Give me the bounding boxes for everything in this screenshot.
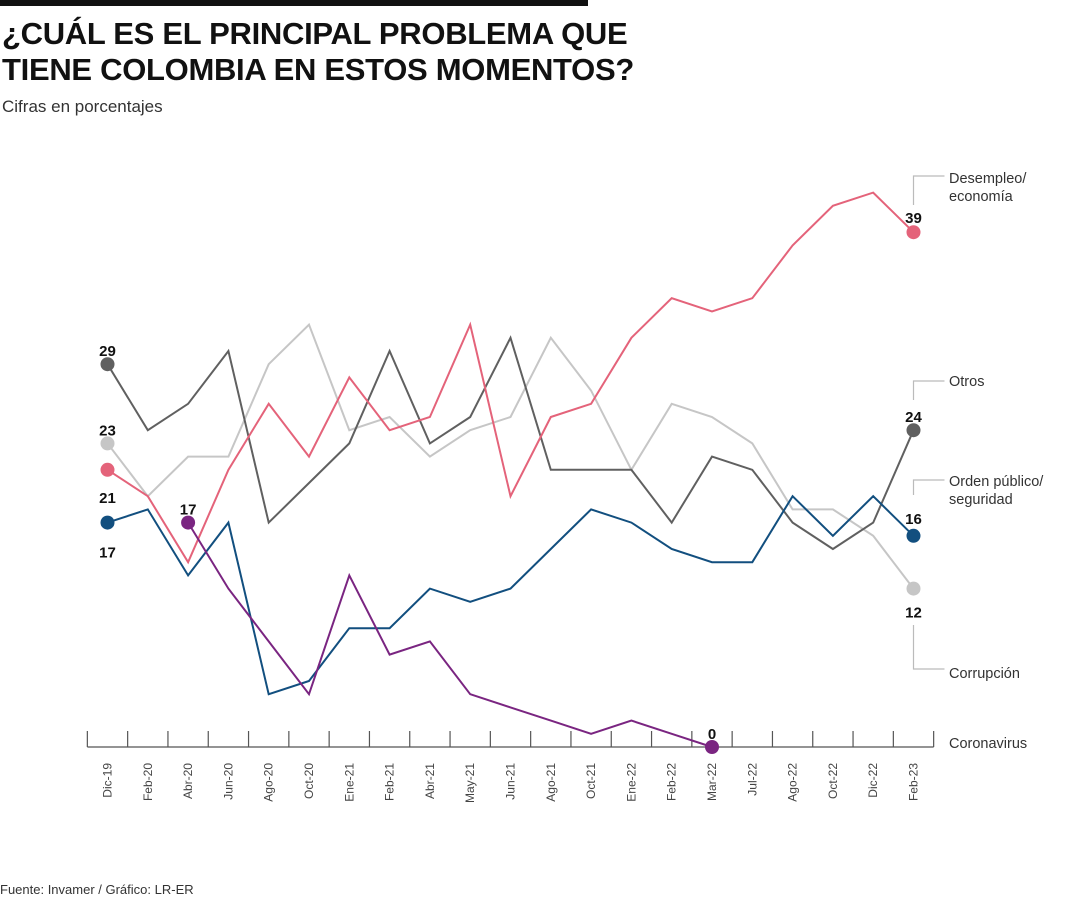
x-tick-label: Oct-22 xyxy=(826,763,840,799)
start-value-label: 23 xyxy=(99,422,116,439)
x-axis: Dic-19 Feb-20 Abr-20 Jun-20 Ago-20 Oct-20 Ene-… xyxy=(86,731,935,803)
endpoint-marker xyxy=(906,423,921,438)
series-line xyxy=(106,191,915,565)
legend-label: Corrupción xyxy=(949,666,1020,682)
x-tick-label: Abr-20 xyxy=(181,763,195,799)
x-tick-label: Mar-22 xyxy=(705,763,719,801)
x-tick-label: Ago-20 xyxy=(262,763,276,802)
start-value-label: 21 xyxy=(99,490,116,507)
x-tick-label: Oct-21 xyxy=(584,763,598,799)
x-tick-label: Dic-22 xyxy=(866,763,880,798)
data-labels: 21 39 29 24 17 16 23 12 17 0 xyxy=(99,210,922,754)
source-note: Fuente: Invamer / Gráfico: LR-ER xyxy=(0,882,194,897)
endpoint-marker xyxy=(906,225,921,240)
x-tick-label: Jun-21 xyxy=(504,763,518,800)
legend-leader-line xyxy=(912,625,945,670)
legend-label: Desempleo/ xyxy=(949,171,1027,187)
legend-label: economía xyxy=(949,189,1014,205)
endpoint-marker xyxy=(181,515,196,530)
legend-leader-line xyxy=(912,479,945,495)
legend: Desempleo/economía Otros Orden público/seg… xyxy=(912,171,1044,752)
x-tick-label: Jun-20 xyxy=(221,763,235,800)
x-tick-label: Abr-21 xyxy=(423,763,437,799)
x-tick-label: Feb-23 xyxy=(907,763,921,801)
end-value-label: 16 xyxy=(905,511,922,528)
legend-leader-line xyxy=(912,380,945,400)
start-value-label: 17 xyxy=(99,545,116,562)
x-tick-label: Ene-22 xyxy=(624,763,638,802)
series-line xyxy=(107,494,915,696)
end-value-label: 12 xyxy=(905,605,922,622)
series-line xyxy=(106,322,915,590)
endpoint-marker xyxy=(705,740,719,754)
endpoint-marker xyxy=(100,436,115,451)
chart-subtitle: Cifras en porcentajes xyxy=(2,97,163,116)
end-value-label: 24 xyxy=(905,409,922,426)
x-tick-label: Oct-20 xyxy=(302,763,316,799)
legend-label: Otros xyxy=(949,374,984,390)
x-tick-label: Dic-19 xyxy=(101,763,115,798)
end-value-label: 39 xyxy=(905,210,922,227)
series-lines xyxy=(106,191,915,748)
endpoint-marker xyxy=(100,515,115,530)
x-tick-label: Feb-22 xyxy=(665,763,679,801)
legend-leader-line xyxy=(912,175,945,205)
series-line xyxy=(187,522,713,748)
end-value-label: 0 xyxy=(708,726,716,743)
endpoint-marker xyxy=(100,357,115,372)
legend-label: Orden público/ xyxy=(949,474,1044,490)
x-tick-label: May-21 xyxy=(463,763,477,803)
series-line xyxy=(106,335,915,551)
start-value-label: 29 xyxy=(99,343,116,360)
x-tick-label: Feb-21 xyxy=(383,763,397,801)
x-tick-label: Ago-21 xyxy=(544,763,558,802)
legend-label: seguridad xyxy=(949,492,1013,508)
title-rule xyxy=(0,0,588,6)
endpoint-marker xyxy=(100,462,115,477)
endpoint-marker xyxy=(906,528,921,543)
chart-title: ¿CUÁL ES EL PRINCIPAL PROBLEMA QUE TIENE… xyxy=(2,16,634,87)
x-tick-label: Jul-22 xyxy=(745,763,759,796)
x-tick-label: Ago-22 xyxy=(786,763,800,802)
x-tick-label: Feb-20 xyxy=(141,763,155,801)
legend-label: Coronavirus xyxy=(949,736,1027,752)
endpoint-marker xyxy=(906,581,921,596)
x-tick-label: Ene-21 xyxy=(342,763,356,802)
start-value-label: 17 xyxy=(180,502,197,519)
